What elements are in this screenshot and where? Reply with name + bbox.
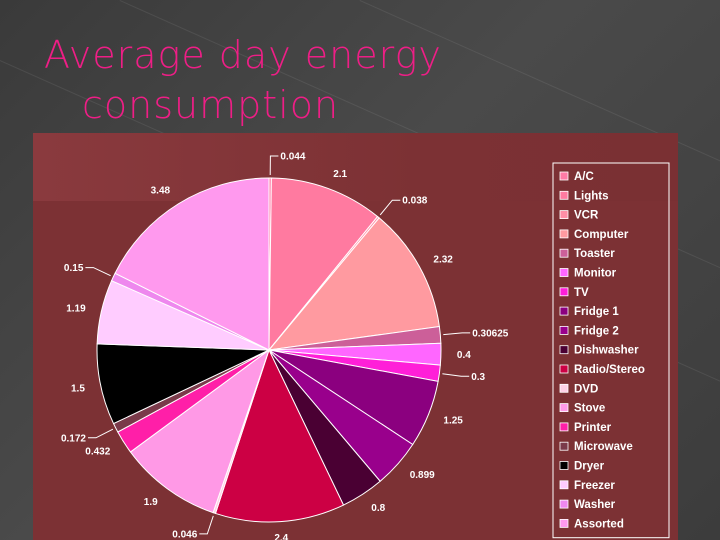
legend-label-stove: Stove — [574, 403, 605, 415]
pie-slice-lights — [268, 177, 379, 352]
data-label-vcr: 0.038 — [402, 196, 427, 207]
legend-swatch-dryer — [559, 461, 569, 470]
pie-slice-assorted — [114, 177, 270, 351]
data-label-toaster: 0.30625 — [472, 328, 509, 339]
legend-label-monitor: Monitor — [574, 268, 617, 280]
data-label-washer: 0.15 — [64, 263, 84, 274]
legend-swatch-dvd — [559, 383, 569, 393]
legend-label-radio-stereo: Radio/Stereo — [574, 364, 645, 376]
pie-slice-radio-stereo — [214, 348, 345, 523]
legend-label-vcr: VCR — [574, 210, 599, 222]
data-label-lights: 2.1 — [333, 169, 347, 180]
legend-label-dryer: Dryer — [574, 461, 605, 473]
data-label-a-c: 0.044 — [280, 152, 305, 163]
legend-swatch-fridge-1 — [559, 306, 569, 316]
legend-label-dishwasher: Dishwasher — [574, 345, 639, 357]
leader-line-dvd — [199, 515, 214, 535]
data-label-fridge-1: 1.25 — [443, 416, 463, 427]
legend-label-fridge-2: Fridge 2 — [574, 325, 619, 337]
legend-label-dvd: DVD — [574, 383, 598, 395]
legend-swatch-assorted — [559, 518, 569, 528]
legend-swatch-a-c — [559, 171, 569, 181]
leader-line-a-c — [269, 155, 279, 176]
leader-line-tv — [442, 373, 470, 377]
chart-area-header-band — [33, 133, 678, 201]
data-label-dishwasher: 0.8 — [371, 503, 385, 514]
pie-slice-stove — [129, 348, 270, 514]
legend-swatch-tv — [559, 287, 569, 297]
data-label-printer: 0.432 — [85, 446, 110, 457]
legend-swatch-dishwasher — [559, 345, 569, 355]
legend-swatch-radio-stereo — [559, 364, 569, 374]
data-label-dryer: 1.5 — [71, 384, 85, 395]
slide-title-line1: Average day energy — [44, 33, 442, 77]
legend-label-printer: Printer — [574, 422, 612, 434]
legend-swatch-computer — [559, 229, 569, 239]
legend-swatch-vcr — [559, 210, 569, 219]
legend-swatch-freezer — [559, 480, 569, 490]
legend-label-a-c: A/C — [574, 171, 594, 183]
legend-label-toaster: Toaster — [574, 248, 615, 260]
legend-swatch-washer — [559, 499, 569, 509]
legend-frame — [552, 162, 670, 539]
leader-line-washer — [85, 267, 111, 277]
leader-line-toaster — [443, 332, 471, 336]
legend-swatch-microwave — [559, 441, 569, 451]
pie-leader-lines — [85, 155, 471, 535]
data-label-monitor: 0.4 — [457, 350, 471, 361]
legend-label-assorted: Assorted — [574, 518, 624, 530]
legend-swatch-fridge-2 — [559, 325, 569, 335]
data-label-assorted: 3.48 — [151, 186, 171, 197]
leader-line-microwave — [88, 428, 114, 439]
legend-swatch-stove — [559, 403, 569, 413]
legend-swatch-monitor — [559, 268, 569, 277]
slide-title: Average day energy consumption — [44, 30, 604, 130]
data-label-radio-stereo: 2.4 — [274, 533, 288, 540]
data-label-dvd: 0.046 — [172, 529, 197, 540]
legend-swatch-toaster — [559, 248, 569, 258]
legend-label-computer: Computer — [574, 229, 629, 241]
data-label-tv: 0.3 — [471, 372, 485, 383]
leader-line-vcr — [379, 199, 401, 216]
pie-slices — [96, 177, 442, 523]
data-label-stove: 1.9 — [144, 497, 158, 508]
legend-label-fridge-1: Fridge 1 — [574, 306, 619, 318]
legend-label-washer: Washer — [574, 499, 616, 511]
legend-label-tv: TV — [574, 287, 589, 299]
chart-legend: A/C Lights VCR Computer Toaster Monitor TV Frid… — [552, 162, 670, 539]
legend-label-freezer: Freezer — [574, 480, 615, 492]
data-label-freezer: 1.19 — [66, 304, 86, 315]
pie-slice-computer — [267, 217, 440, 351]
data-label-microwave: 0.172 — [61, 433, 86, 444]
legend-label-microwave: Microwave — [574, 441, 633, 453]
legend-swatch-lights — [559, 190, 569, 200]
slide-title-line2: consumption — [82, 83, 340, 127]
legend-label-lights: Lights — [574, 190, 609, 202]
data-label-fridge-2: 0.899 — [410, 470, 435, 481]
data-label-computer: 2.32 — [433, 254, 453, 265]
chart-area: 0.044 2.1 0.038 2.32 0.30625 0.4 0.3 1.25 0.899 0… — [33, 133, 678, 540]
legend-swatch-printer — [559, 422, 569, 432]
